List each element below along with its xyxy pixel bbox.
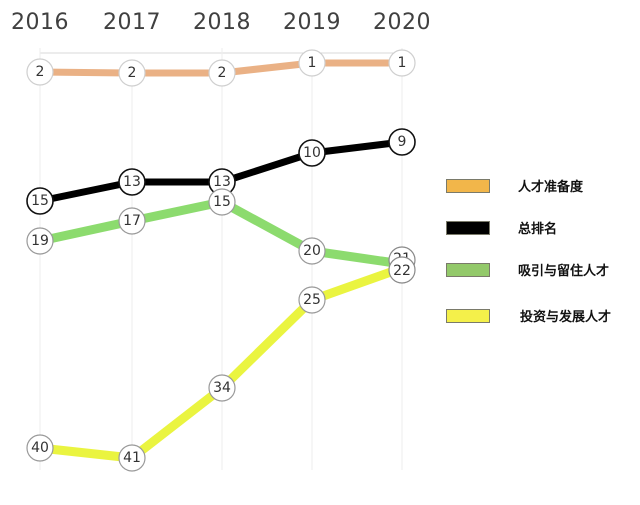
- svg-text:9: 9: [398, 134, 407, 150]
- svg-text:1: 1: [308, 55, 317, 71]
- node-appeal-2019: 20: [298, 237, 326, 265]
- node-appeal-2018: 15: [208, 188, 236, 216]
- svg-text:25: 25: [303, 292, 321, 308]
- node-readiness-2016: 2: [26, 58, 54, 86]
- legend-swatch-green: [446, 262, 490, 277]
- legend-label: 总排名: [518, 222, 558, 237]
- svg-text:34: 34: [213, 380, 231, 396]
- svg-text:17: 17: [123, 213, 141, 229]
- legend-label: 吸引与留住人才: [518, 264, 610, 279]
- svg-text:19: 19: [31, 233, 49, 249]
- svg-text:22: 22: [393, 263, 411, 279]
- node-readiness-2018: 2: [208, 59, 236, 87]
- node-investment-2018: 34: [208, 374, 236, 402]
- node-appeal-2017: 17: [118, 207, 146, 235]
- nodes: 2 2 2 1 1 15 13 13 10 9 19 17 15 20 21 4…: [26, 49, 416, 472]
- legend-swatch-yellow: [446, 308, 490, 323]
- svg-text:2: 2: [218, 65, 227, 81]
- node-investment-2016: 40: [26, 434, 54, 462]
- legend-item-readiness: 人才准备度: [446, 176, 583, 195]
- legend-item-overall: 总排名: [446, 218, 557, 237]
- node-investment-2017: 41: [118, 444, 146, 472]
- svg-text:41: 41: [123, 450, 141, 466]
- svg-text:2: 2: [36, 64, 45, 80]
- svg-text:15: 15: [213, 194, 231, 210]
- legend-label: 投资与发展人才: [520, 310, 612, 325]
- legend-swatch-black: [446, 220, 490, 235]
- svg-text:10: 10: [303, 145, 321, 161]
- svg-text:20: 20: [303, 243, 321, 259]
- svg-text:2: 2: [128, 65, 137, 81]
- node-readiness-2019: 1: [298, 49, 326, 77]
- node-readiness-2017: 2: [118, 59, 146, 87]
- node-overall-2016: 15: [26, 187, 54, 215]
- legend-item-investment: 投资与发展人才: [446, 306, 611, 325]
- year-label-2020: 2020: [373, 10, 431, 35]
- year-label-2018: 2018: [193, 10, 251, 35]
- legend-swatch-orange: [446, 178, 490, 193]
- year-label-2019: 2019: [283, 10, 341, 35]
- year-label-2017: 2017: [103, 10, 161, 35]
- svg-text:40: 40: [31, 440, 49, 456]
- svg-text:13: 13: [213, 174, 231, 190]
- node-investment-2020: 22: [388, 256, 416, 284]
- node-overall-2018: 13: [208, 168, 236, 196]
- node-overall-2020: 9: [388, 128, 416, 156]
- node-appeal-2016: 19: [26, 227, 54, 255]
- svg-text:15: 15: [31, 193, 49, 209]
- node-overall-2017: 13: [118, 168, 146, 196]
- legend-item-appeal: 吸引与留住人才: [446, 260, 609, 279]
- node-readiness-2020: 1: [388, 49, 416, 77]
- year-label-2016: 2016: [11, 10, 69, 35]
- node-overall-2019: 10: [298, 139, 326, 167]
- series-investment: [35, 263, 407, 463]
- legend-label: 人才准备度: [518, 180, 584, 195]
- svg-text:1: 1: [398, 55, 407, 71]
- svg-text:13: 13: [123, 174, 141, 190]
- node-investment-2019: 25: [298, 286, 326, 314]
